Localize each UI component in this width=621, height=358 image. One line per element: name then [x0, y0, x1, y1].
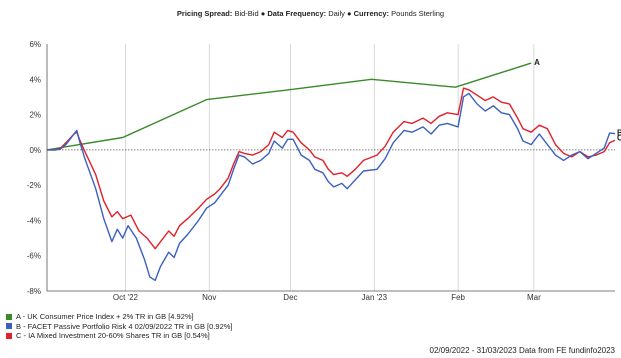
- legend-item-c: C - IA Mixed Investment 20-60% Shares TR…: [6, 331, 233, 341]
- data-frequency-value: Daily: [328, 9, 345, 18]
- legend-item-b: B - FACET Passive Portfolio Risk 4 02/09…: [6, 322, 233, 332]
- x-tick-label: Mar: [527, 293, 541, 302]
- x-tick-label: Dec: [283, 293, 297, 302]
- series-end-label-c: C: [617, 133, 621, 142]
- series-line-a: [46, 62, 532, 151]
- series-end-label-b: B: [617, 129, 621, 138]
- currency-label: Currency:: [353, 9, 390, 18]
- y-tick-label: -2%: [27, 181, 41, 190]
- pricing-spread-label: Pricing Spread:: [176, 9, 233, 18]
- legend-item-a: A - UK Consumer Price Index + 2% TR in G…: [6, 312, 233, 322]
- series-line-b: [47, 92, 616, 282]
- y-tick-label: -6%: [27, 252, 41, 261]
- pricing-spread-value: Bid-Bid: [234, 9, 259, 18]
- header-separator-dot: ●: [260, 9, 266, 18]
- chart-header: Pricing Spread: Bid-Bid ● Data Frequency…: [0, 9, 621, 18]
- y-tick-label: 2%: [29, 111, 41, 120]
- legend-label-a: A - UK Consumer Price Index + 2% TR in G…: [16, 312, 194, 321]
- legend-label-c: C - IA Mixed Investment 20-60% Shares TR…: [16, 331, 210, 340]
- data-frequency-label: Data Frequency:: [267, 9, 327, 18]
- y-tick-label: 6%: [29, 40, 41, 49]
- x-tick-label: Jan '23: [362, 293, 388, 302]
- legend-swatch-c: [6, 332, 12, 339]
- chart-legend: A - UK Consumer Price Index + 2% TR in G…: [6, 312, 233, 341]
- currency-value: Pounds Sterling: [391, 9, 445, 18]
- chart-footer-source: 02/09/2022 - 31/03/2023 Data from FE fun…: [429, 346, 615, 355]
- y-tick-label: -8%: [27, 287, 41, 296]
- x-tick-label: Feb: [451, 293, 465, 302]
- y-tick-label: -4%: [27, 216, 41, 225]
- legend-label-b: B - FACET Passive Portfolio Risk 4 02/09…: [16, 321, 233, 331]
- x-tick-label: Nov: [202, 293, 216, 302]
- y-tick-label: 4%: [29, 75, 41, 84]
- y-tick-label: 0%: [29, 146, 41, 155]
- x-tick-label: Oct '22: [113, 293, 139, 302]
- legend-swatch-a: [6, 313, 12, 320]
- header-separator-dot: ●: [346, 9, 352, 18]
- legend-swatch-b: [6, 323, 12, 330]
- series-line-c: [47, 87, 616, 250]
- series-end-label-a: A: [534, 58, 540, 67]
